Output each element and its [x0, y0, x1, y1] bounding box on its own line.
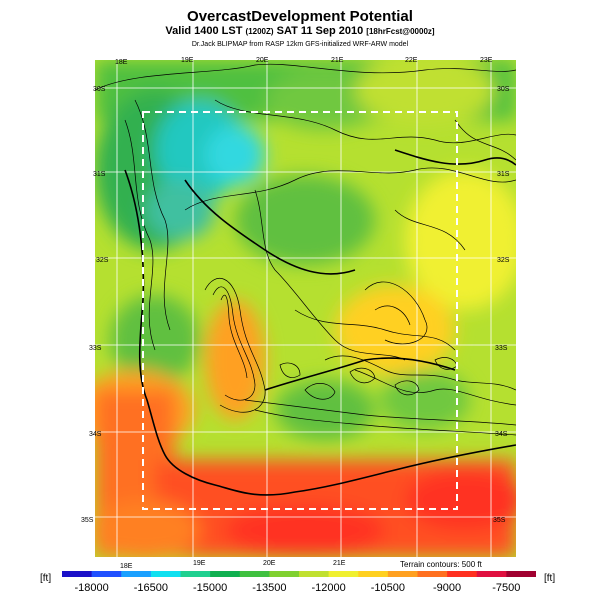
lat-label-right-3: 33S — [495, 345, 508, 352]
overcast-map — [95, 60, 516, 557]
forecast-date: SAT 11 Sep 2010 — [276, 25, 364, 37]
lat-label-left-3: 33S — [89, 345, 102, 352]
lon-label-top-0: 18E — [115, 59, 128, 66]
colorbar-segment — [150, 571, 182, 577]
lon-label-bottom-2: 20E — [263, 560, 276, 567]
lat-label-right-2: 32S — [497, 257, 510, 264]
model-credit: Dr.Jack BLIPMAP from RASP 12km GFS-initi… — [191, 41, 409, 48]
colorbar — [62, 571, 536, 577]
lon-label-top-4: 22E — [405, 57, 418, 64]
forecast-hour: [18hrFcst@0000z] — [366, 27, 435, 36]
lat-label-left-4: 34S — [89, 431, 102, 438]
colorbar-segment — [328, 571, 359, 577]
colorbar-tick-label: -7500 — [492, 582, 521, 594]
colorbar-tick-label: -10500 — [370, 582, 405, 594]
lon-label-bottom-3: 21E — [333, 560, 346, 567]
colorbar-unit-right: [ft] — [544, 573, 556, 584]
utc-time: (1200Z) — [245, 27, 274, 36]
colorbar-segment — [91, 571, 122, 577]
colorbar-tick-label: -9000 — [433, 582, 462, 594]
colorbar-segment — [476, 571, 507, 577]
lat-label-right-1: 31S — [497, 171, 510, 178]
colorbar-tick-label: -13500 — [252, 582, 287, 594]
lon-label-bottom-0: 18E — [120, 563, 133, 570]
lat-label-left-0: 30S — [93, 86, 106, 93]
lat-label-right-4: 34S — [495, 431, 508, 438]
lon-label-top-3: 21E — [331, 57, 344, 64]
colorbar-segment — [506, 571, 536, 577]
coastline — [124, 149, 516, 496]
dashed-domain-box — [142, 111, 458, 510]
colorbar-unit-left: [ft] — [40, 573, 52, 584]
colorbar-segment — [180, 571, 211, 577]
colorbar-segment — [387, 571, 419, 577]
lat-label-left-2: 32S — [96, 257, 109, 264]
colorbar-segment — [210, 571, 241, 577]
colorbar-segment — [239, 571, 270, 577]
colorbar-tick-label: -16500 — [133, 582, 168, 594]
lat-label-right-5: 35S — [493, 517, 506, 524]
colorbar-segment — [121, 571, 152, 577]
colorbar-segment — [358, 571, 389, 577]
lon-label-top-2: 20E — [256, 57, 269, 64]
lon-label-top-1: 19E — [181, 57, 194, 64]
colorbar-segment — [269, 571, 300, 577]
lat-label-left-5: 35S — [81, 517, 94, 524]
colorbar-segment — [299, 571, 330, 577]
colorbar-segment — [417, 571, 448, 577]
lon-label-top-5: 23E — [480, 57, 493, 64]
map-title: OvercastDevelopment Potential — [187, 8, 413, 25]
colorbar-tick-label: -15000 — [192, 582, 228, 594]
colorbar-tick-label: -18000 — [74, 582, 109, 594]
lat-lon-grid — [95, 60, 516, 557]
terrain-contours — [95, 63, 516, 436]
lon-label-bottom-1: 19E — [193, 560, 206, 567]
colorbar-segment — [62, 571, 93, 577]
colorbar-tick-label: -12000 — [311, 582, 346, 594]
lat-label-right-0: 30S — [497, 86, 510, 93]
map-subtitle: Valid 1400 LST (1200Z) SAT 11 Sep 2010 [… — [0, 25, 600, 37]
valid-time: Valid 1400 LST — [165, 25, 243, 37]
colorbar-segment — [447, 571, 478, 577]
lat-label-left-1: 31S — [93, 171, 106, 178]
terrain-contour-note: Terrain contours: 500 ft — [400, 560, 482, 569]
